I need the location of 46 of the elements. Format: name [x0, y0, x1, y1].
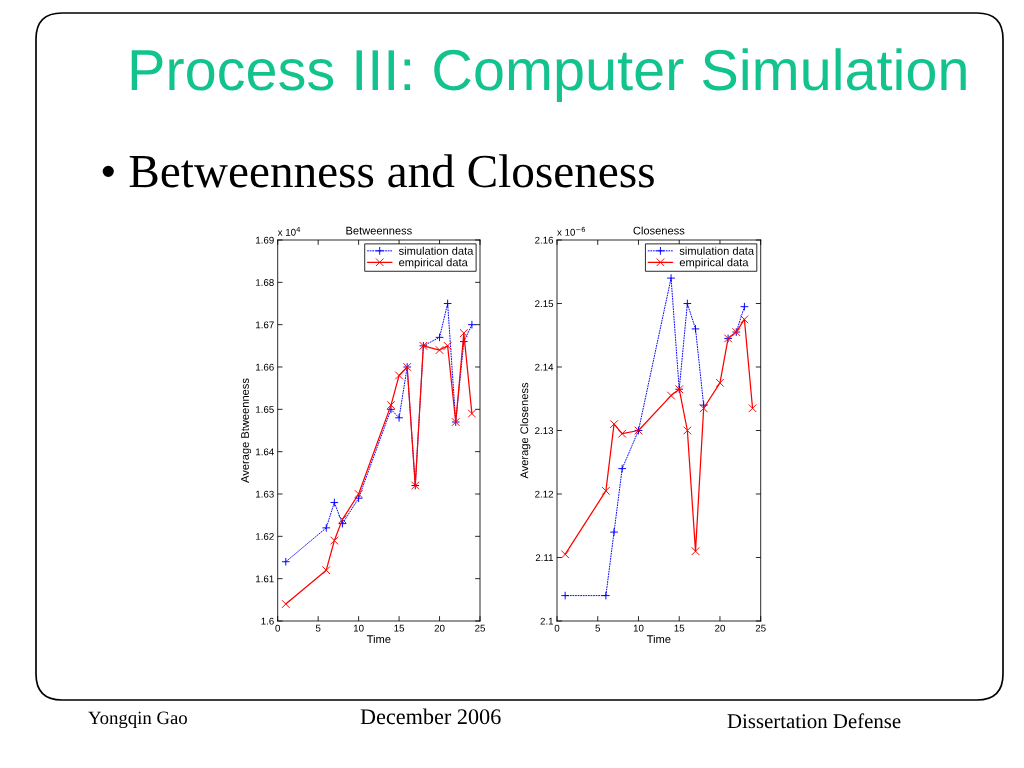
y-tick-label: 2.11 [535, 554, 554, 562]
x-tick-label: 5 [595, 624, 601, 632]
y-tick-label: 1.63 [256, 490, 274, 498]
x-tick-label: 0 [275, 624, 281, 632]
x-tick-label: 25 [475, 624, 485, 632]
x-axis-title: Time [646, 634, 671, 644]
x-axis-title: Time [366, 634, 391, 644]
y-tick-label: 1.68 [256, 279, 274, 286]
y-tick-label: 1.66 [256, 363, 274, 371]
y-tick-label: 1.64 [256, 448, 274, 456]
y-tick-label: 2.13 [535, 427, 554, 435]
text: Yongqin Gao [88, 711, 187, 729]
y-tick-label: 1.69 [256, 236, 274, 244]
y-tick-label: 2.15 [535, 300, 554, 308]
x-tick-label: 10 [353, 624, 364, 632]
y-tick-label: 1.65 [256, 406, 274, 413]
chart-title: Betweenness [346, 226, 412, 235]
text: x 10$^{4}$ [277, 226, 301, 236]
legend-label: simulation data [398, 246, 474, 255]
y-tick-label: 2.12 [535, 490, 554, 498]
y-tick-label: 2.16 [535, 236, 554, 244]
x-tick-label: 0 [554, 624, 560, 632]
legend-label: empirical data [679, 258, 749, 269]
x-tick-label: 5 [315, 624, 321, 632]
text: • Betweenness and Closeness [102, 154, 654, 188]
x-tick-label: 15 [394, 624, 405, 632]
legend-label: empirical data [399, 258, 468, 269]
x-tick-label: 10 [633, 624, 644, 632]
legend-label: simulation data [679, 246, 755, 255]
x-tick-label: 20 [715, 624, 725, 632]
x-tick-label: 25 [755, 624, 766, 632]
y-tick-label: 2.14 [535, 363, 554, 371]
y-tick-label: 1.6 [261, 617, 274, 625]
x-tick-label: 15 [674, 624, 685, 632]
text: December 2006 [360, 708, 501, 725]
chart-title: Closeness [633, 226, 685, 235]
y-tick-label: 1.67 [256, 321, 274, 329]
text: x 10$^{−6}$ [557, 226, 586, 236]
x-tick-label: 20 [434, 624, 445, 632]
y-tick-label: 2.1 [540, 617, 554, 625]
y-axis-title: Average Btweenness [241, 378, 252, 483]
y-tick-label: 1.61 [256, 575, 274, 583]
y-axis-title: Average Closeness [520, 382, 531, 479]
text: Process III: Computer Simulation [131, 48, 966, 102]
text: Dissertation Defense [727, 713, 901, 729]
y-tick-label: 1.62 [256, 533, 274, 540]
